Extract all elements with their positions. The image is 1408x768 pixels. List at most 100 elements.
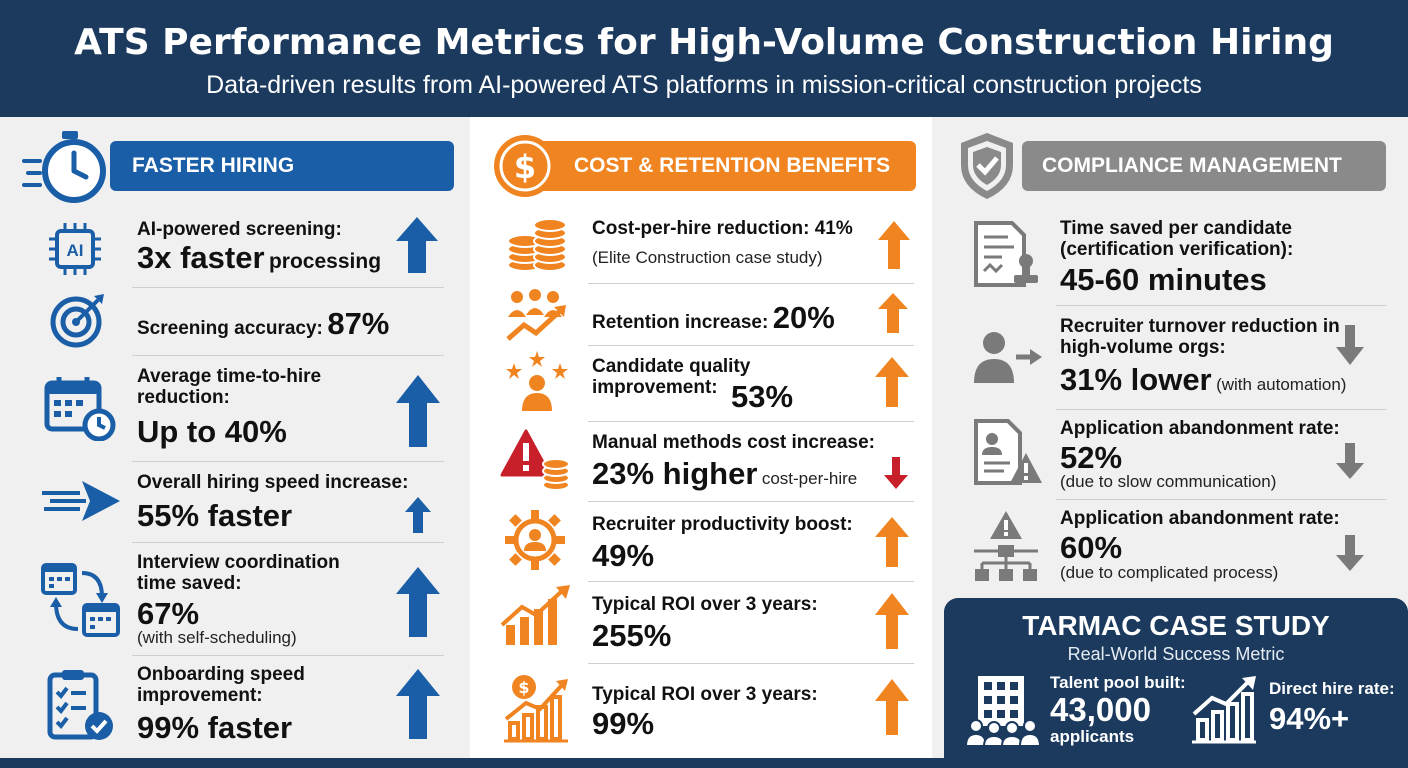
cost-retention-banner-label: COST & RETENTION BENEFITS: [574, 154, 891, 177]
compliance-item-1-note: (with automation): [1216, 375, 1347, 394]
faster-item-4-value: 67%: [137, 596, 200, 631]
cost-item-3-value: 23% higher: [592, 456, 758, 491]
star-person-icon: [506, 351, 568, 411]
cost-item-4-label: Recruiter productivity boost:: [592, 514, 853, 535]
up-arrow-icon: [875, 593, 909, 649]
cost-item-3-label: Manual methods cost increase:: [592, 432, 875, 453]
up-arrow-icon: [405, 497, 431, 533]
cost-item-5-value: 255%: [592, 618, 672, 653]
compliance-banner-label: COMPLIANCE MANAGEMENT: [1042, 154, 1342, 177]
down-arrow-icon: [1336, 325, 1364, 365]
certificate-icon: [974, 221, 1038, 287]
coins-icon: [507, 218, 567, 272]
faster-hiring-column: FASTER HIRING AI AI-powered screening: 3…: [0, 117, 470, 758]
compliance-banner: COMPLIANCE MANAGEMENT: [1022, 141, 1386, 191]
tarmac-case-study: TARMAC CASE STUDY Real-World Success Met…: [944, 598, 1408, 758]
clipboard-check-icon: [47, 670, 113, 740]
cost-item-6-value: 99%: [592, 706, 655, 741]
faster-item-4-note: (with self-scheduling): [137, 628, 297, 647]
up-arrow-icon: [396, 375, 440, 447]
calendar-clock-icon: [44, 377, 116, 441]
svg-text:$: $: [514, 148, 536, 186]
cost-item-1-label: Retention increase:: [592, 312, 769, 333]
person-exit-icon: [974, 332, 1042, 383]
document-warning-icon: [974, 419, 1042, 485]
faster-item-3-value: 55% faster: [137, 498, 293, 533]
tarmac-pool-label: Talent pool built:: [1050, 673, 1186, 692]
compliance-column: COMPLIANCE MANAGEMENT Time saved per can…: [932, 117, 1408, 758]
down-arrow-icon: [884, 457, 908, 489]
calendar-sync-icon: [41, 563, 120, 637]
up-arrow-icon: [396, 669, 440, 739]
building-people-icon: [966, 676, 1040, 746]
faster-item-0-note: processing: [268, 250, 382, 273]
compliance-item-1-label: Recruiter turnover reduction in high-vol…: [1060, 316, 1340, 358]
up-arrow-icon: [875, 517, 909, 567]
up-arrow-icon: [396, 567, 440, 637]
cost-item-3-note: cost-per-hire: [761, 469, 858, 488]
up-arrow-icon: [878, 221, 910, 269]
up-arrow-icon: [878, 293, 908, 333]
faster-item-0-label: AI-powered screening:: [137, 219, 342, 240]
header: ATS Performance Metrics for High-Volume …: [0, 0, 1408, 117]
faster-item-2-label: Average time-to-hire reduction:: [137, 366, 322, 408]
growth-chart-icon: [500, 585, 570, 645]
cost-item-2-value: 53%: [731, 379, 794, 414]
faster-hiring-banner-label: FASTER HIRING: [132, 154, 295, 177]
faster-item-0-value: 3x faster: [137, 240, 265, 275]
faster-item-2-value: Up to 40%: [137, 414, 287, 449]
process-warning-icon: [974, 511, 1038, 581]
cost-retention-banner: COST & RETENTION BENEFITS: [512, 141, 916, 191]
compliance-item-2-value: 52%: [1060, 440, 1123, 475]
compliance-item-3-note: (due to complicated process): [1060, 563, 1279, 582]
team-growth-icon: [506, 289, 566, 341]
svg-text:$: $: [518, 678, 529, 697]
gear-person-icon: [505, 510, 565, 570]
down-arrow-icon: [1336, 443, 1364, 479]
page-title: ATS Performance Metrics for High-Volume …: [74, 22, 1334, 63]
ai-chip-icon: AI: [49, 223, 101, 275]
faster-item-5-value: 99% faster: [137, 710, 293, 745]
up-arrow-icon: [875, 357, 909, 407]
compliance-item-3-label: Application abandonment rate:: [1060, 508, 1340, 529]
tarmac-pool-value: 43,000: [1050, 691, 1151, 728]
down-arrow-icon: [1336, 535, 1364, 571]
page-subtitle: Data-driven results from AI-powered ATS …: [206, 71, 1202, 99]
target-icon: [50, 294, 104, 348]
tarmac-hire-value: 94%+: [1269, 701, 1350, 736]
compliance-item-2-note: (due to slow communication): [1060, 472, 1277, 491]
shield-check-icon: [961, 133, 1013, 199]
cost-item-1-value: 20%: [772, 300, 835, 335]
faster-hiring-banner: FASTER HIRING: [110, 141, 454, 191]
cost-item-5-label: Typical ROI over 3 years:: [592, 594, 818, 615]
stopwatch-icon: [22, 131, 106, 203]
tarmac-pool-unit: applicants: [1050, 727, 1135, 746]
up-arrow-icon: [396, 217, 438, 273]
warning-coins-icon: [500, 429, 570, 491]
cost-item-2-label: Candidate quality improvement:: [592, 356, 751, 398]
cost-item-6-label: Typical ROI over 3 years:: [592, 684, 818, 705]
fast-arrow-icon: [42, 481, 120, 521]
tarmac-title: TARMAC CASE STUDY: [1022, 610, 1330, 641]
compliance-item-0-value: 45-60 minutes: [1060, 262, 1267, 297]
cost-item-4-value: 49%: [592, 538, 655, 573]
faster-item-4-label: Interview coordination time saved:: [137, 552, 340, 594]
compliance-item-2-label: Application abandonment rate:: [1060, 418, 1340, 439]
bar-growth-icon: [1192, 676, 1256, 744]
svg-text:AI: AI: [67, 241, 84, 260]
faster-item-1-value: 87%: [327, 306, 390, 341]
compliance-item-1-value: 31% lower: [1060, 362, 1212, 397]
tarmac-hire-label: Direct hire rate:: [1269, 679, 1395, 698]
compliance-item-3-value: 60%: [1060, 530, 1123, 565]
cost-item-0-label: Cost-per-hire reduction: 41%: [592, 218, 853, 239]
tarmac-subtitle: Real-World Success Metric: [1067, 644, 1285, 664]
faster-item-3-label: Overall hiring speed increase:: [137, 472, 409, 493]
cost-retention-column: COST & RETENTION BENEFITS $ Cost-per-hir…: [470, 117, 932, 758]
dollar-icon: $: [494, 135, 556, 197]
footer-bar: [0, 758, 1408, 768]
compliance-item-0-label: Time saved per candidate (certification …: [1060, 218, 1294, 260]
faster-item-1-label: Screening accuracy:: [137, 318, 323, 339]
up-arrow-icon: [875, 679, 909, 735]
cost-item-0-note: (Elite Construction case study): [592, 248, 823, 267]
faster-item-5-label: Onboarding speed improvement:: [137, 664, 305, 706]
